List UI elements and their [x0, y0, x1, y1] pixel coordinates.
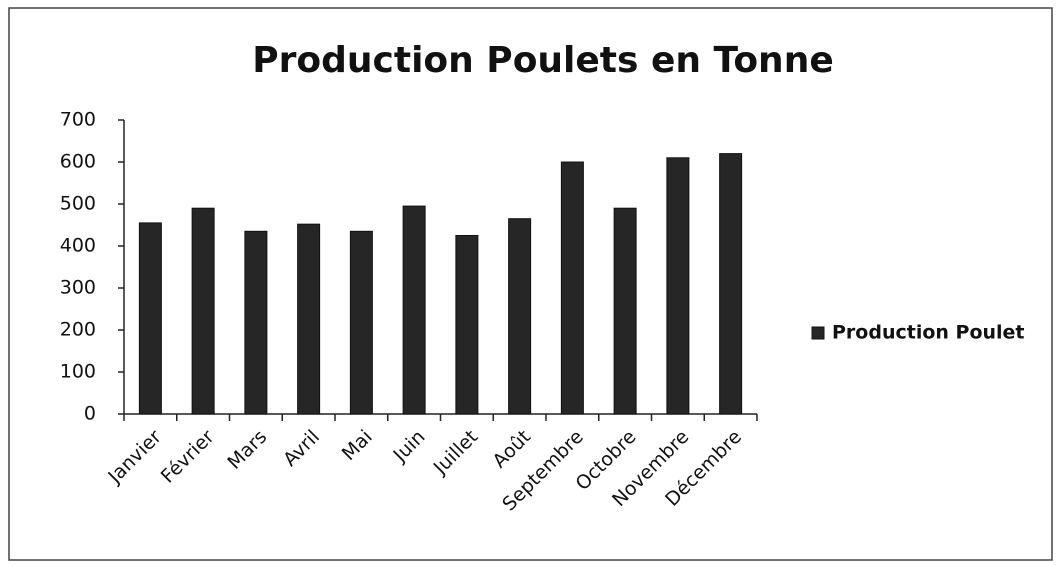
- y-tick-label: 400: [60, 235, 96, 257]
- bar: [402, 205, 426, 415]
- y-tick-label: 700: [60, 109, 96, 131]
- bar: [297, 223, 321, 415]
- y-tick-label: 100: [60, 361, 96, 383]
- bar: [455, 235, 479, 415]
- bar: [508, 218, 532, 415]
- bar: [244, 230, 268, 415]
- y-tick-label: 500: [60, 193, 96, 215]
- bar: [349, 230, 373, 415]
- y-tick-label: 200: [60, 319, 96, 341]
- bar: [666, 157, 690, 415]
- bar: [613, 207, 637, 415]
- bar: [560, 161, 584, 415]
- bar: [191, 207, 215, 415]
- y-tick-label: 300: [60, 277, 96, 299]
- legend-swatch: [811, 326, 825, 340]
- chart-title: Production Poulets en Tonne: [252, 40, 833, 81]
- bar: [138, 222, 162, 415]
- y-tick-label: 600: [60, 151, 96, 173]
- bar: [719, 153, 743, 415]
- y-tick-label: 0: [84, 403, 96, 425]
- legend-label: Production Poulet: [832, 322, 1025, 344]
